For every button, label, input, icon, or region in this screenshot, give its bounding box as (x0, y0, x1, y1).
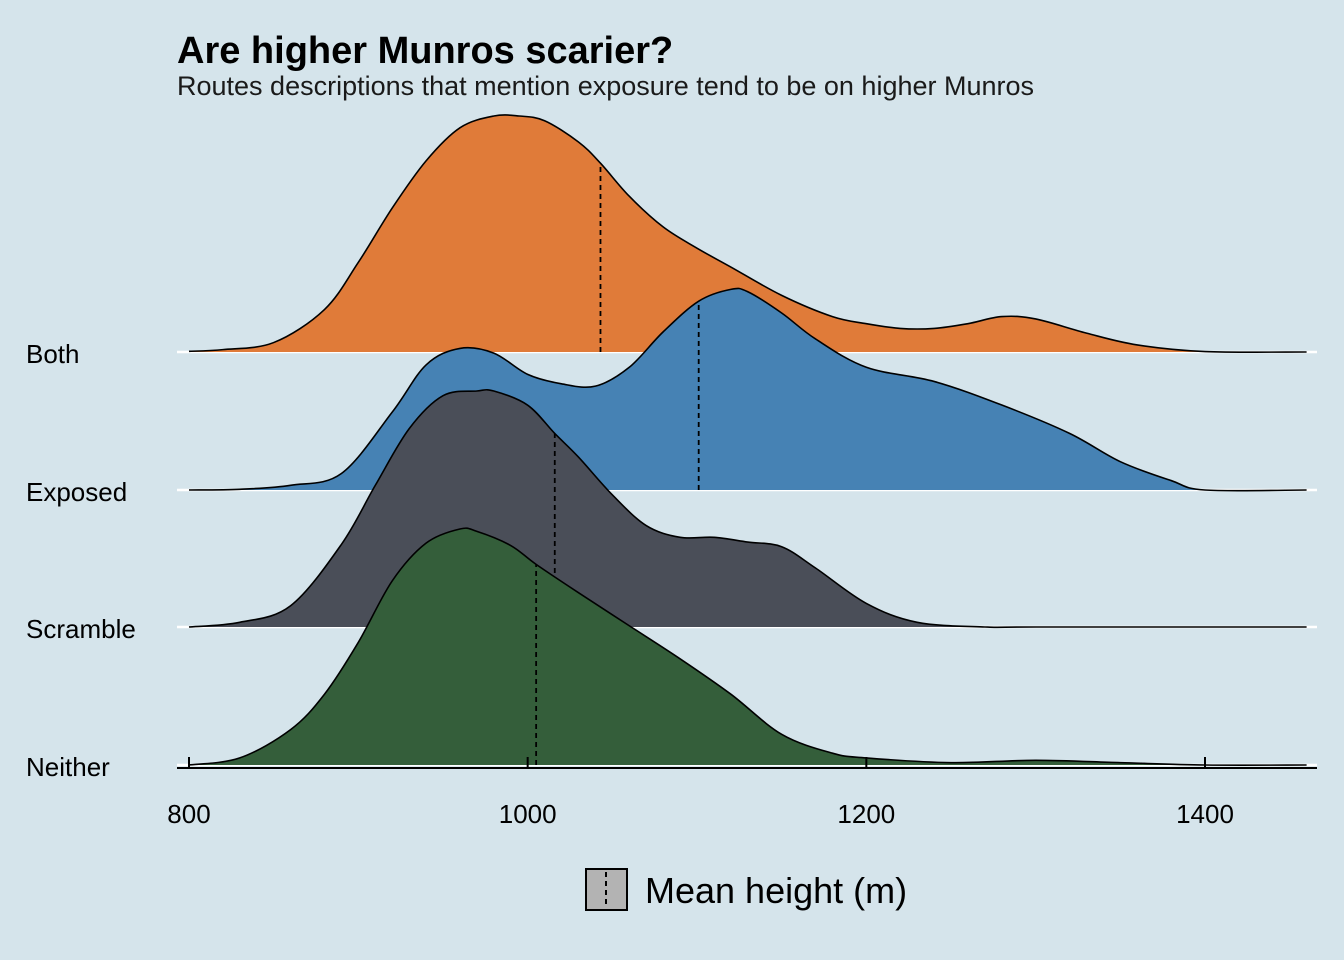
y-tick-label-scramble: Scramble (26, 614, 136, 644)
x-tick-label-1400: 1400 (1176, 799, 1234, 829)
ridge-outline-both (188, 114, 1307, 353)
x-tick-label-1200: 1200 (837, 799, 895, 829)
chart-subtitle: Routes descriptions that mention exposur… (177, 71, 1035, 101)
ridge-outline-scramble (188, 388, 1307, 629)
ridge-fill-both (189, 114, 1307, 353)
ridge-outline-exposed (188, 287, 1307, 492)
chart-title: Are higher Munros scarier? (177, 30, 674, 72)
legend-label: Mean height (m) (645, 870, 908, 911)
x-tick-label-800: 800 (167, 799, 210, 829)
ridge-fill-neither (189, 528, 1307, 766)
y-tick-label-both: Both (26, 339, 80, 369)
x-tick-label-1000: 1000 (499, 799, 557, 829)
ridge-outline-neither (188, 527, 1307, 766)
y-tick-label-exposed: Exposed (26, 477, 127, 507)
y-tick-label-neither: Neither (26, 752, 110, 782)
